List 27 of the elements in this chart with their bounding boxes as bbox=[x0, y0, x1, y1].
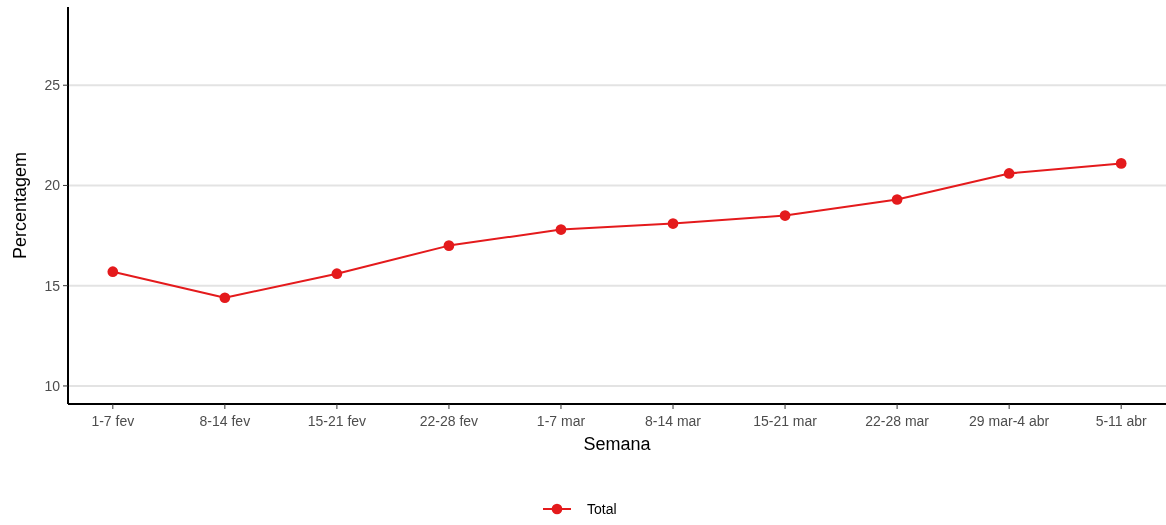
point bbox=[219, 292, 231, 304]
x-tick-label: 15-21 mar bbox=[753, 413, 818, 429]
y-tick-label: 25 bbox=[44, 77, 61, 94]
x-tick-label: 1-7 fev bbox=[91, 413, 135, 429]
x-axis-title: Semana bbox=[583, 434, 652, 454]
point bbox=[779, 210, 791, 221]
x-tick-label: 5-11 abr bbox=[1095, 413, 1148, 429]
y-tick-label: 10 bbox=[44, 377, 61, 394]
y-tick-label: 20 bbox=[44, 177, 61, 194]
point bbox=[331, 268, 343, 280]
y-tick-label: 15 bbox=[44, 277, 61, 294]
legend-label: Total bbox=[587, 500, 617, 517]
x-tick-label: 1-7 mar bbox=[536, 413, 586, 429]
point bbox=[443, 240, 455, 251]
point bbox=[891, 194, 903, 205]
x-tick-label: 22-28 mar bbox=[865, 413, 930, 429]
point bbox=[667, 218, 679, 229]
point bbox=[1003, 168, 1015, 179]
x-tick-label: 8-14 mar bbox=[645, 413, 702, 429]
point bbox=[555, 224, 567, 235]
x-tick-label: 8-14 fev bbox=[199, 413, 251, 429]
x-tick-label: 29 mar-4 abr bbox=[969, 413, 1050, 429]
y-axis-title: Percentagem bbox=[10, 151, 30, 260]
x-tick-label: 15-21 fev bbox=[307, 413, 367, 429]
point bbox=[1115, 158, 1127, 169]
point bbox=[107, 266, 119, 278]
x-tick-label: 22-28 fev bbox=[419, 413, 479, 429]
